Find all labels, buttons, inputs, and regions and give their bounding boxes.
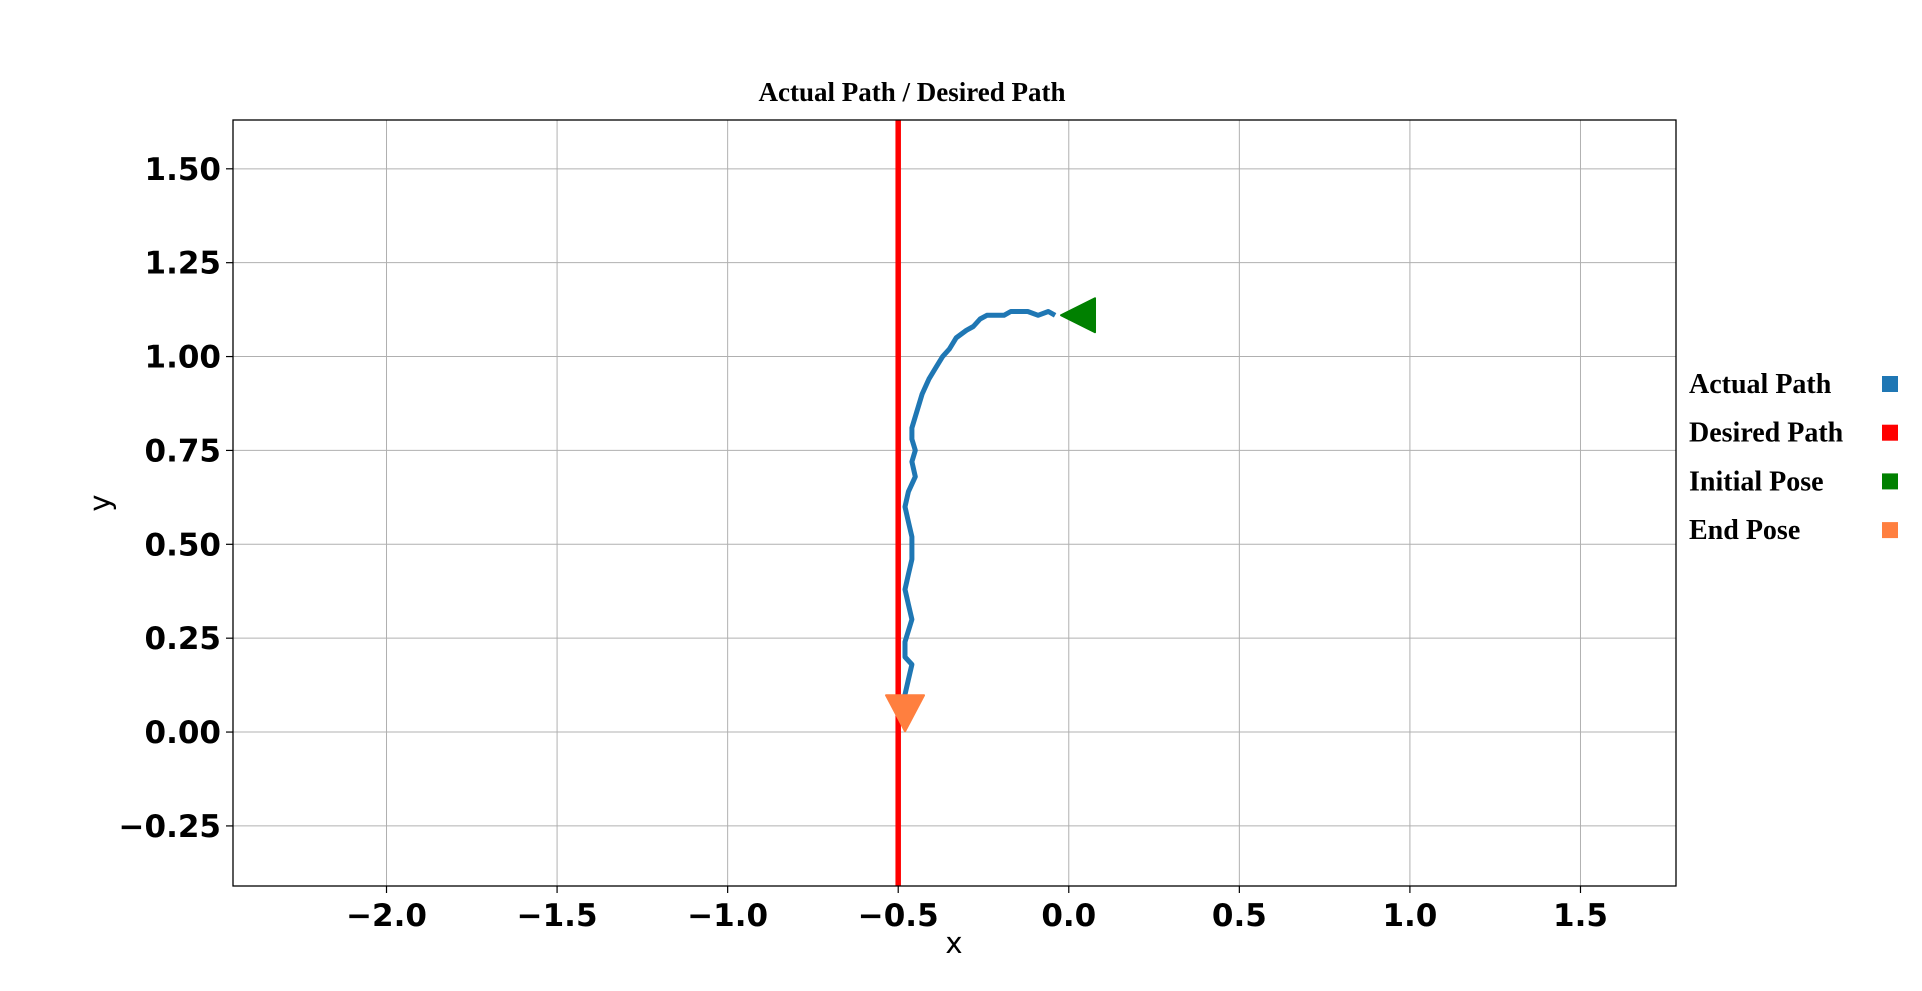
x-axis-ticks: −2.0 −1.5 −1.0 −0.5 0.0 0.5 1.0 1.5 (346, 886, 1608, 934)
legend-swatch (1882, 376, 1898, 392)
x-tick-label: −0.5 (858, 898, 939, 934)
x-tick-label: 1.5 (1553, 898, 1608, 934)
legend-label: Actual Path (1689, 369, 1832, 400)
x-tick-label: −1.5 (517, 898, 598, 934)
x-tick-label: −1.0 (687, 898, 768, 934)
y-axis-ticks: −0.25 0.00 0.25 0.50 0.75 1.00 1.25 1.50 (119, 152, 233, 845)
y-tick-label: 0.00 (145, 715, 222, 751)
y-tick-label: 1.00 (145, 340, 222, 376)
x-tick-label: 0.0 (1041, 898, 1096, 934)
y-tick-label: 0.75 (145, 433, 222, 469)
initial-pose-marker (1060, 297, 1097, 334)
y-axis-label: y (83, 494, 117, 511)
x-tick-label: 0.5 (1212, 898, 1267, 934)
legend: Actual Path Desired Path Initial Pose End P… (1689, 369, 1898, 546)
x-axis-label: x (945, 926, 962, 960)
legend-swatch (1882, 473, 1898, 490)
y-tick-label: 1.25 (145, 246, 222, 282)
legend-label: Initial Pose (1689, 466, 1824, 497)
legend-label: Desired Path (1689, 418, 1844, 449)
grid-lines (233, 120, 1676, 886)
x-tick-label: 1.0 (1382, 898, 1437, 934)
y-tick-label: −0.25 (119, 809, 221, 845)
y-tick-label: 1.50 (145, 152, 222, 188)
legend-swatch (1882, 424, 1898, 441)
y-tick-label: 0.50 (145, 527, 222, 563)
plot-data (885, 120, 1097, 886)
legend-label: End Pose (1689, 515, 1800, 546)
x-tick-label: −2.0 (346, 898, 427, 934)
end-pose-marker (885, 694, 926, 733)
y-tick-label: 0.25 (145, 621, 222, 657)
actual-path-line (902, 309, 1057, 725)
legend-swatch (1882, 522, 1898, 539)
plot-frame (232, 119, 1677, 887)
chart-title: Actual Path / Desired Path (759, 77, 1066, 107)
